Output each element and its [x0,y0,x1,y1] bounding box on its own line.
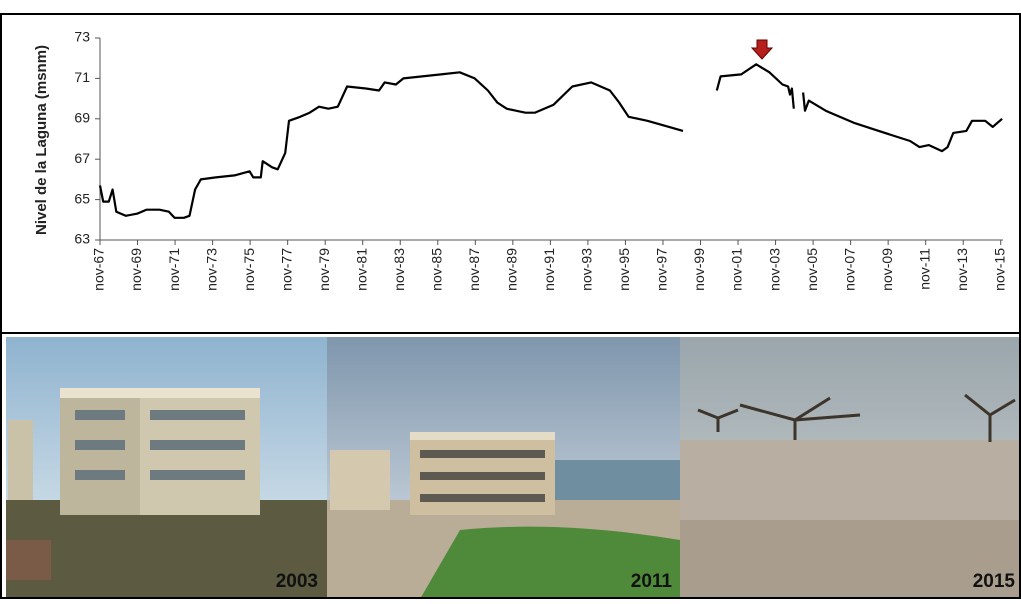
y-tick-label: 63 [74,231,90,247]
x-tick-label: nov-67 [91,248,107,291]
x-tick-label: nov-81 [353,248,369,291]
x-tick-label: nov-91 [541,248,557,291]
x-tick-label: nov-79 [316,248,332,291]
photo-year-label: 2011 [631,571,673,592]
y-axis-label: Nivel de la Laguna (msnm) [33,45,50,235]
x-tick-label: nov-85 [428,248,444,291]
y-tick-label: 73 [74,29,90,45]
x-tick-label: nov-97 [654,248,670,291]
x-tick-label: nov-11 [916,248,932,290]
x-tick-label: nov-73 [203,248,219,291]
y-tick-label: 65 [74,190,90,206]
x-tick-label: nov-95 [616,248,632,291]
figure: 63 65 67 69 71 73 nov-67 nov-69 nov-71 nov-73 nov-… [0,0,1021,599]
x-tick-label: nov-83 [391,248,407,291]
photo-2003 [6,337,327,599]
x-tick-label: nov-09 [879,248,895,291]
x-tick-label: nov-71 [166,248,182,291]
x-tick-label: nov-07 [841,248,857,291]
x-tick-label: nov-69 [128,248,144,291]
x-tick-label: nov-93 [579,248,595,291]
y-tick-label: 69 [74,110,90,126]
y-tick-label: 71 [74,69,90,85]
x-tick-label: nov-75 [241,248,257,291]
photo-year-label: 2015 [973,571,1016,592]
x-tick-label: nov-15 [991,248,1007,291]
x-tick-label: nov-03 [766,248,782,291]
x-tick-label: nov-13 [954,248,970,291]
x-tick-label: nov-01 [729,248,745,291]
x-tick-label: nov-77 [278,248,294,291]
x-tick-label: nov-99 [691,248,707,291]
x-tick-label: nov-87 [466,248,482,291]
photo-2015 [680,337,1021,599]
y-tick-label: 67 [74,150,90,166]
x-tick-label: nov-89 [504,248,520,291]
photo-year-label: 2003 [276,571,318,592]
x-tick-label: nov-05 [804,248,820,291]
photo-2011 [327,337,680,599]
